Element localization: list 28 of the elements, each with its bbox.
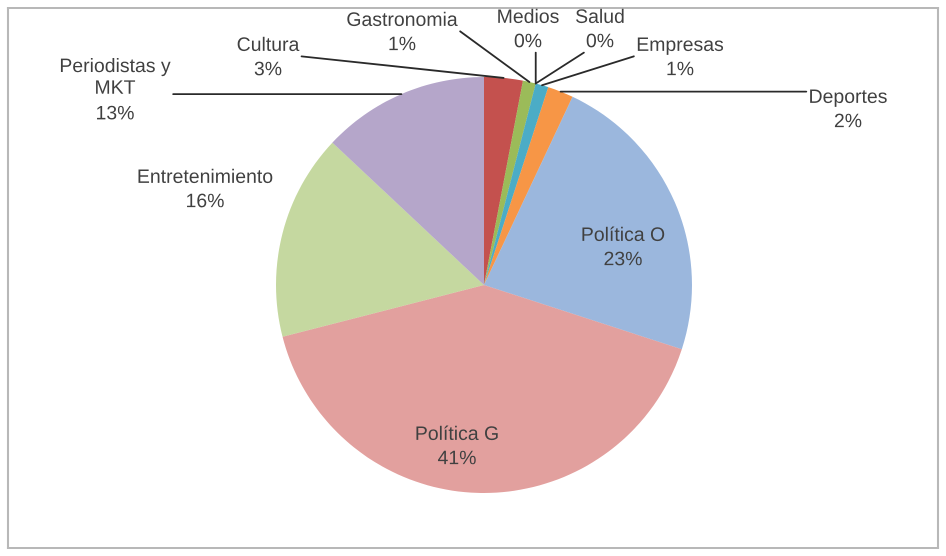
data-label: 3% bbox=[254, 62, 282, 76]
data-label: 1% bbox=[389, 36, 416, 50]
slice-label: Gastronomia bbox=[347, 12, 458, 26]
pie-slice bbox=[276, 142, 484, 337]
slice-label: Cultura bbox=[238, 36, 300, 52]
pie-slice bbox=[282, 285, 682, 493]
text: 0% bbox=[514, 34, 542, 48]
data-label: 1% bbox=[667, 62, 694, 76]
slice-label: Deportes bbox=[810, 90, 887, 107]
slice-label: Empresas bbox=[638, 38, 724, 55]
data-label: 23% bbox=[604, 252, 642, 266]
data-label: 41% bbox=[438, 450, 476, 464]
pie-slice bbox=[484, 96, 692, 350]
slice-label: Política O bbox=[582, 226, 664, 242]
pie-slice bbox=[332, 77, 484, 285]
pie-slice bbox=[484, 87, 573, 285]
slice-label: Periodistas y MKT bbox=[60, 58, 171, 94]
data-label: 16% bbox=[187, 194, 224, 208]
pie-slice bbox=[484, 80, 536, 285]
slice-label: Política G bbox=[416, 426, 498, 440]
data-label: 2% bbox=[834, 114, 862, 128]
pie-slice bbox=[484, 84, 548, 285]
data-label: 13% bbox=[97, 106, 134, 120]
slice-label: Entretenimiento bbox=[138, 168, 272, 184]
category-label: Salud bbox=[576, 8, 624, 24]
pie-slice bbox=[484, 77, 523, 285]
text: 0% bbox=[586, 34, 614, 48]
category-label: Medios bbox=[498, 8, 559, 24]
